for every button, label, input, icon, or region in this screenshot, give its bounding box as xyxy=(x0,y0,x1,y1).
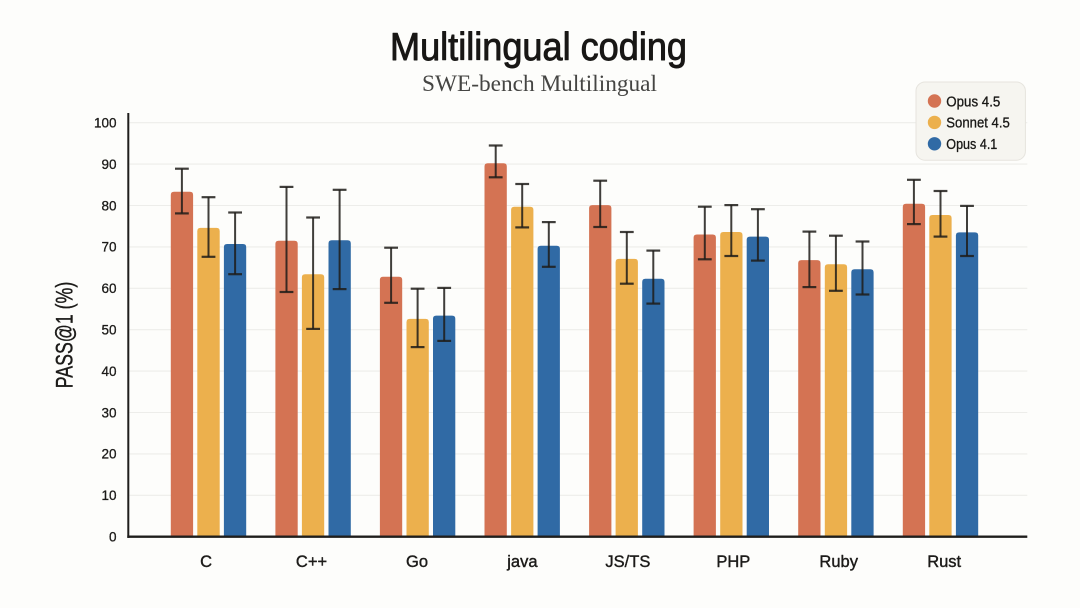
svg-text:Rust: Rust xyxy=(927,553,961,571)
svg-text:100: 100 xyxy=(94,116,117,131)
svg-text:PHP: PHP xyxy=(716,553,750,571)
svg-text:PASS@1 (%): PASS@1 (%) xyxy=(52,282,79,389)
svg-text:20: 20 xyxy=(101,447,116,462)
svg-text:Ruby: Ruby xyxy=(819,553,858,571)
svg-text:40: 40 xyxy=(101,364,116,379)
svg-text:Sonnet 4.5: Sonnet 4.5 xyxy=(946,116,1010,132)
svg-text:SWE-bench Multilingual: SWE-bench Multilingual xyxy=(422,71,657,96)
svg-text:Go: Go xyxy=(406,553,428,571)
svg-text:60: 60 xyxy=(101,281,116,296)
svg-text:80: 80 xyxy=(101,198,116,213)
svg-text:70: 70 xyxy=(101,240,116,255)
svg-text:50: 50 xyxy=(101,323,116,338)
svg-text:JS/TS: JS/TS xyxy=(605,553,650,571)
svg-text:C++: C++ xyxy=(296,553,327,571)
svg-text:0: 0 xyxy=(109,530,117,545)
svg-text:Opus 4.1: Opus 4.1 xyxy=(946,137,997,153)
svg-text:C: C xyxy=(200,553,212,571)
svg-text:java: java xyxy=(506,553,538,571)
svg-text:90: 90 xyxy=(101,157,116,172)
svg-text:Multilingual coding: Multilingual coding xyxy=(390,26,687,69)
svg-text:30: 30 xyxy=(101,405,116,420)
svg-text:10: 10 xyxy=(101,488,116,503)
svg-text:Opus 4.5: Opus 4.5 xyxy=(946,94,1000,110)
